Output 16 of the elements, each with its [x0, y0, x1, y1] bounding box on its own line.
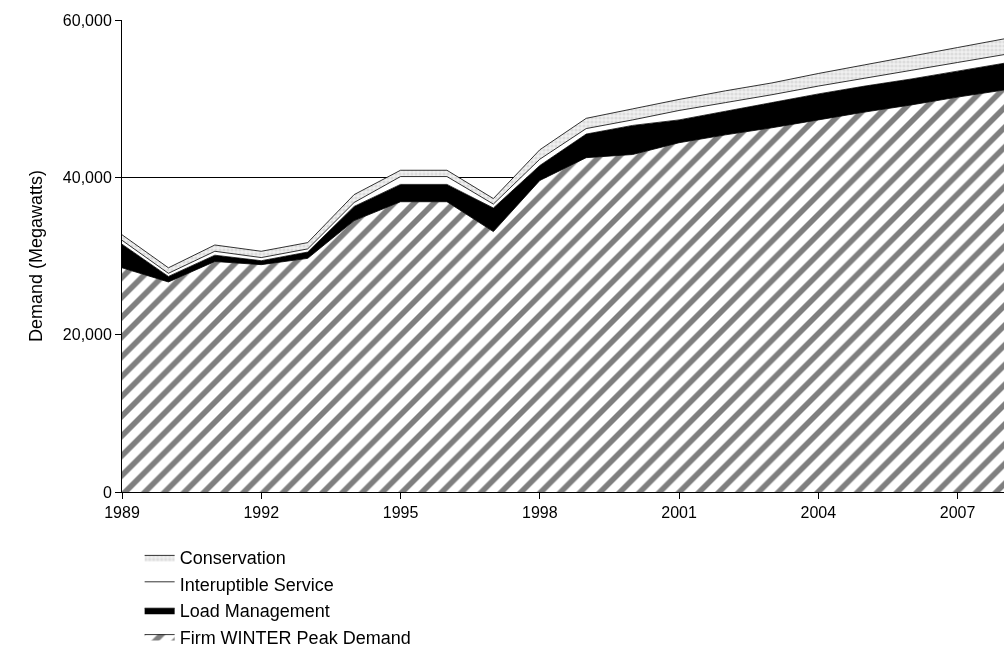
y-tick-label: 40,000 [62, 168, 112, 186]
y-tick-label: 0 [102, 483, 112, 501]
y-tick-label: 60,000 [62, 11, 112, 29]
legend-label: Conservation [179, 548, 286, 569]
x-tick-label: 2007 [939, 504, 976, 522]
x-tick-label: 2001 [661, 504, 697, 522]
legend-label: Firm WINTER Peak Demand [179, 627, 411, 648]
x-tick-label: 2004 [800, 504, 837, 522]
y-tick-label: 20,000 [62, 326, 112, 344]
x-tick-label: 1989 [104, 504, 140, 522]
x-tick-label: 1998 [521, 504, 558, 522]
legend-label: Interuptible Service [179, 574, 334, 595]
x-tick-label: 1992 [243, 504, 280, 522]
legend-label: Load Management [179, 601, 330, 622]
x-tick-label: 1995 [382, 504, 419, 522]
y-axis-title: Demand (Megawatts) [26, 169, 47, 343]
